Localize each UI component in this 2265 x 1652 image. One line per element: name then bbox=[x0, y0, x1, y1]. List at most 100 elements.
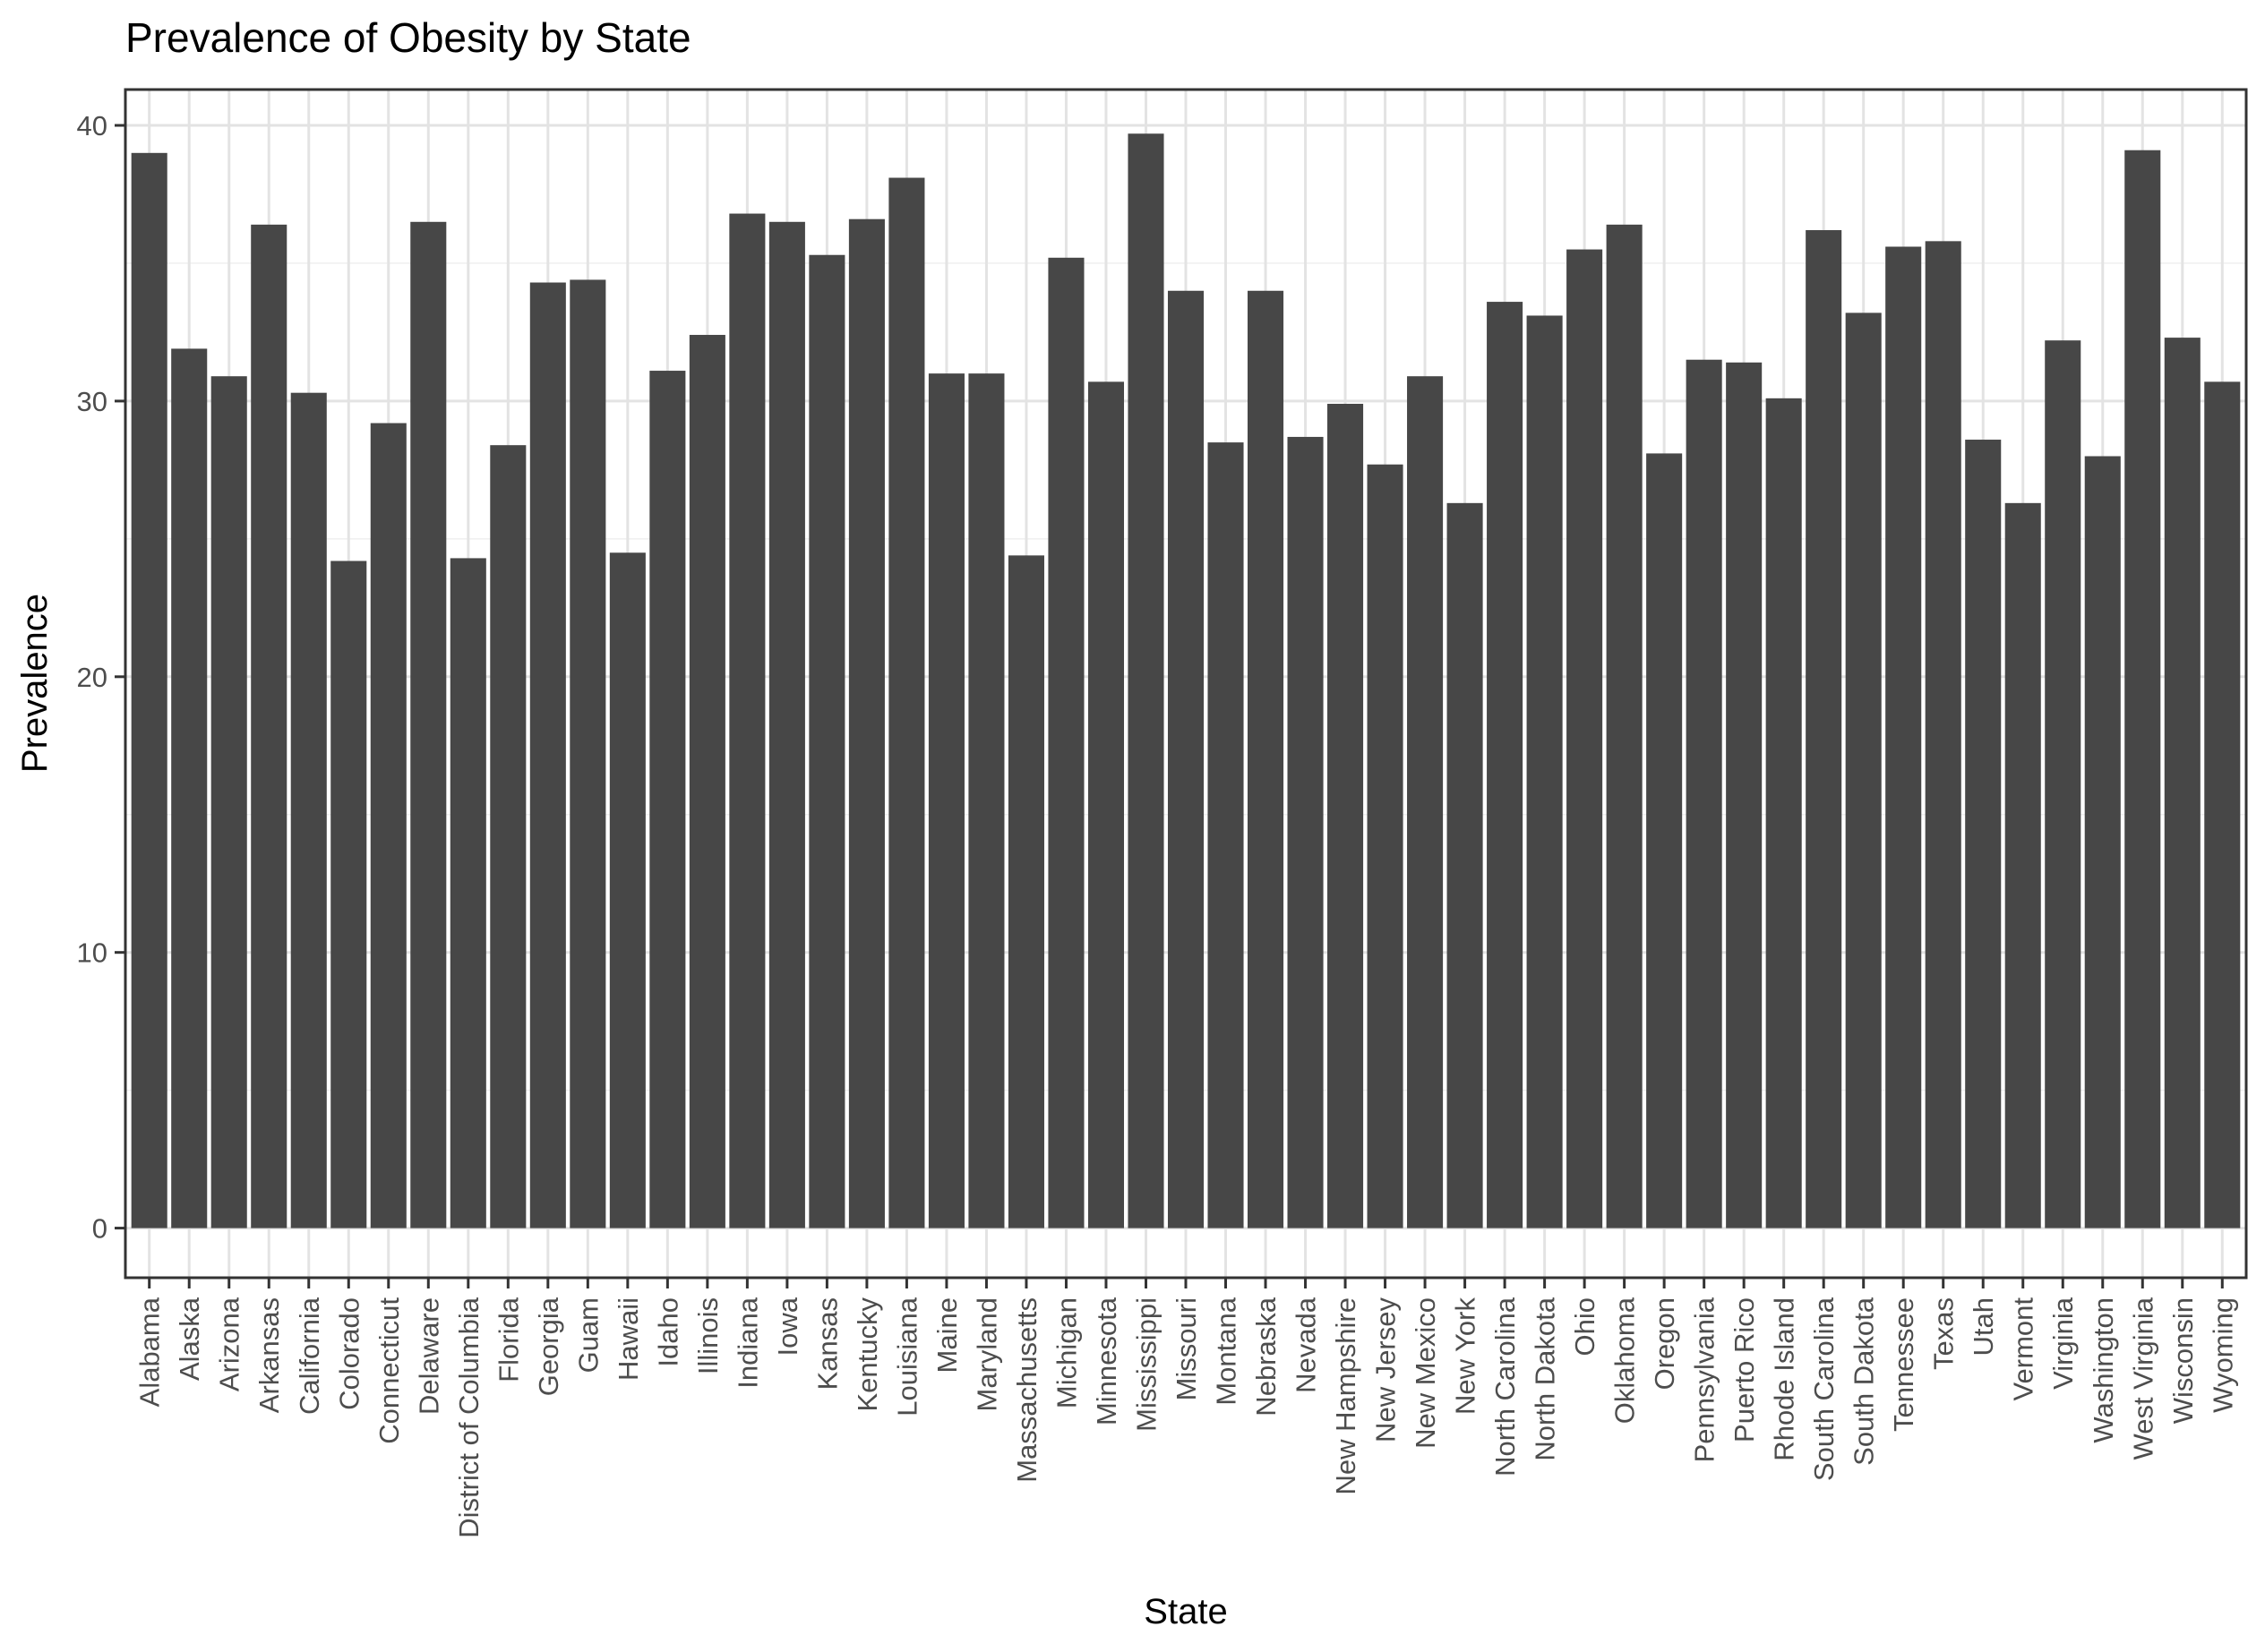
bar-michigan bbox=[1048, 257, 1085, 1228]
x-tick-label: Pennsylvania bbox=[1689, 1297, 1720, 1462]
x-tick-label: Puerto Rico bbox=[1729, 1297, 1760, 1442]
y-tick-label: 10 bbox=[77, 937, 107, 969]
bar-new-hampshire bbox=[1327, 403, 1364, 1228]
x-tick-label: Connecticut bbox=[373, 1297, 405, 1444]
bar-hawaii bbox=[609, 552, 646, 1228]
x-tick-label: Massachusetts bbox=[1011, 1297, 1042, 1483]
bar-west-virginia bbox=[2124, 150, 2161, 1228]
bar-missouri bbox=[1167, 290, 1205, 1228]
x-tick-label: Ohio bbox=[1569, 1297, 1600, 1356]
x-tick-label: Alabama bbox=[134, 1297, 166, 1407]
bar-idaho bbox=[649, 371, 686, 1228]
y-axis: 0 10 20 30 40 bbox=[77, 110, 125, 1245]
bar-illinois bbox=[689, 335, 725, 1228]
bar-new-mexico bbox=[1407, 376, 1444, 1228]
x-tick-label: Alaska bbox=[174, 1297, 205, 1381]
bar-vermont bbox=[2004, 502, 2041, 1228]
bar-oklahoma bbox=[1606, 224, 1643, 1228]
x-tick-label: Louisiana bbox=[891, 1297, 922, 1416]
bar-nevada bbox=[1287, 436, 1324, 1228]
x-tick-label: Oklahoma bbox=[1609, 1297, 1641, 1424]
bar-pennsylvania bbox=[1686, 359, 1722, 1228]
bar-north-dakota bbox=[1526, 315, 1563, 1228]
bar-connecticut bbox=[370, 423, 407, 1228]
x-tick-label: District of Columbia bbox=[453, 1297, 485, 1537]
x-tick-label: Rhode Island bbox=[1769, 1297, 1800, 1461]
bar-guam bbox=[570, 279, 606, 1228]
bar-oregon bbox=[1646, 453, 1683, 1228]
x-tick-label: Virginia bbox=[2047, 1297, 2079, 1390]
y-tick-label: 30 bbox=[77, 386, 107, 417]
bar-tennessee bbox=[1885, 246, 1922, 1228]
bar-nebraska bbox=[1247, 290, 1284, 1228]
x-tick-label: Wisconsin bbox=[2167, 1297, 2199, 1424]
x-axis-title: State bbox=[1144, 1592, 1227, 1631]
bar-south-carolina bbox=[1806, 230, 1842, 1228]
bar-south-dakota bbox=[1845, 312, 1882, 1228]
x-tick-label: New York bbox=[1450, 1297, 1481, 1415]
x-tick-label: Florida bbox=[493, 1297, 524, 1382]
x-tick-label: Tennessee bbox=[1888, 1297, 1919, 1432]
bar-texas bbox=[1925, 241, 1961, 1228]
x-tick-label: Arizona bbox=[214, 1297, 245, 1391]
x-tick-label: Utah bbox=[1968, 1297, 1999, 1356]
x-tick-label: Oregon bbox=[1649, 1297, 1680, 1390]
x-tick-label: Texas bbox=[1928, 1297, 1960, 1370]
x-tick-label: Vermont bbox=[2008, 1297, 2039, 1401]
bar-arkansas bbox=[251, 224, 287, 1228]
bar-massachusetts bbox=[1008, 555, 1044, 1228]
bar-kentucky bbox=[848, 218, 885, 1228]
bar-mississippi bbox=[1128, 133, 1164, 1228]
y-tick-label: 0 bbox=[92, 1213, 107, 1245]
x-tick-label: South Carolina bbox=[1808, 1297, 1840, 1481]
y-tick-label: 20 bbox=[77, 662, 107, 693]
x-tick-label: Washington bbox=[2088, 1297, 2119, 1443]
bar-utah bbox=[1965, 440, 2002, 1228]
bar-alaska bbox=[171, 348, 208, 1228]
x-tick-label: New Hampshire bbox=[1330, 1297, 1361, 1495]
bar-arizona bbox=[210, 376, 247, 1228]
bar-new-jersey bbox=[1367, 464, 1403, 1228]
x-tick-label: California bbox=[294, 1297, 325, 1415]
bar-montana bbox=[1207, 442, 1244, 1228]
x-tick-label: Nevada bbox=[1291, 1297, 1322, 1393]
x-tick-label: North Carolina bbox=[1489, 1297, 1521, 1477]
bar-kansas bbox=[809, 254, 845, 1228]
x-tick-label: Nebraska bbox=[1250, 1297, 1282, 1416]
x-tick-label: Arkansas bbox=[253, 1297, 285, 1413]
bar-colorado bbox=[330, 561, 367, 1228]
x-tick-label: Missouri bbox=[1171, 1297, 1202, 1400]
x-tick-label: Indiana bbox=[732, 1297, 763, 1388]
bar-minnesota bbox=[1087, 381, 1125, 1228]
bar-rhode-island bbox=[1765, 398, 1802, 1228]
x-tick-label: Guam bbox=[572, 1297, 604, 1373]
bar-iowa bbox=[768, 221, 805, 1228]
x-tick-label: Delaware bbox=[413, 1297, 444, 1415]
bars bbox=[131, 133, 2241, 1228]
x-tick-label: Michigan bbox=[1051, 1297, 1082, 1408]
x-tick-label: New Jersey bbox=[1370, 1297, 1402, 1442]
x-tick-label: Colorado bbox=[333, 1297, 365, 1410]
bar-maine bbox=[928, 373, 965, 1228]
bar-california bbox=[290, 392, 327, 1228]
x-tick-label: South Dakota bbox=[1849, 1297, 1880, 1466]
x-tick-label: Idaho bbox=[652, 1297, 683, 1367]
x-tick-label: Hawaii bbox=[613, 1297, 644, 1381]
x-tick-label: Minnesota bbox=[1091, 1297, 1122, 1425]
chart-title: Prevalence of Obesity by State bbox=[125, 14, 691, 61]
x-tick-label: Mississippi bbox=[1130, 1297, 1162, 1432]
bar-wisconsin bbox=[2164, 338, 2201, 1228]
bar-indiana bbox=[729, 213, 766, 1228]
bar-louisiana bbox=[888, 177, 925, 1228]
bar-maryland bbox=[968, 373, 1005, 1228]
bar-new-york bbox=[1446, 502, 1483, 1228]
bar-ohio bbox=[1566, 249, 1603, 1228]
x-tick-label: North Dakota bbox=[1530, 1297, 1561, 1460]
bar-florida bbox=[490, 445, 527, 1228]
bar-delaware bbox=[410, 221, 447, 1228]
x-tick-label: Iowa bbox=[772, 1297, 803, 1356]
x-tick-label: New Mexico bbox=[1410, 1297, 1441, 1449]
x-tick-label: Maryland bbox=[971, 1297, 1002, 1412]
bar-washington bbox=[2084, 456, 2121, 1228]
